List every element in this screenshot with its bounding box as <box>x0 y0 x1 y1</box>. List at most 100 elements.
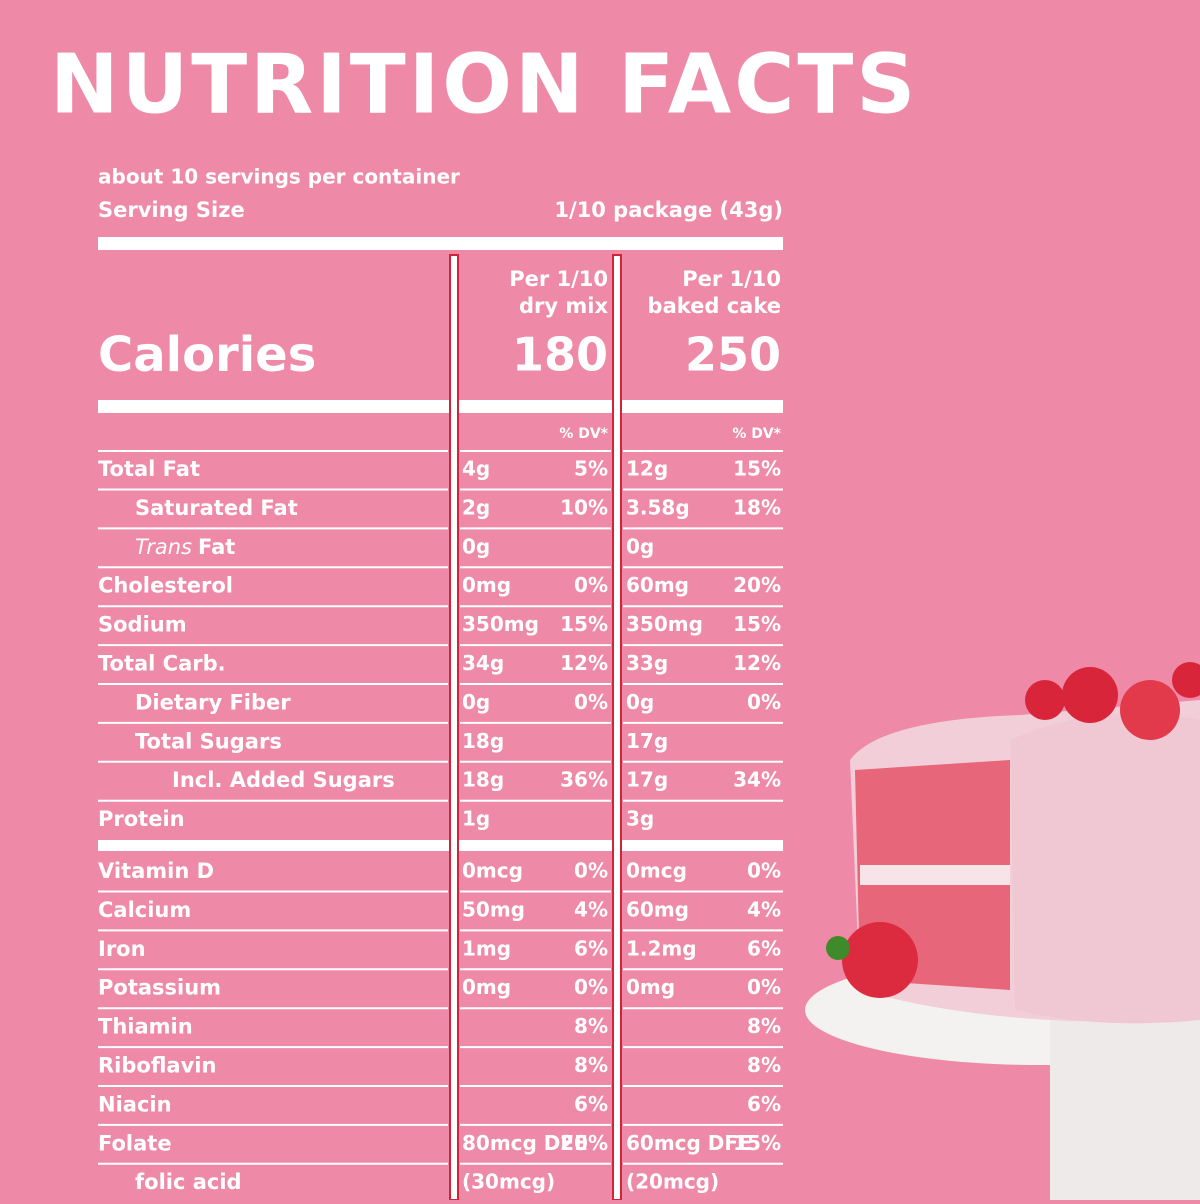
daily-value: 0% <box>574 975 608 999</box>
amount: 1mg <box>462 936 511 960</box>
row-label: Total Carb. <box>98 652 226 676</box>
amount: 0g <box>626 534 654 558</box>
title: NUTRITION FACTS <box>50 37 918 132</box>
daily-value: 12% <box>733 651 781 675</box>
row-label: Vitamin D <box>98 859 214 883</box>
amount: 12g <box>626 457 668 481</box>
thick-rule <box>98 237 783 250</box>
amount: 0mg <box>462 975 511 999</box>
row-label: Folate <box>98 1131 172 1155</box>
daily-value: 0% <box>574 859 608 883</box>
row-label: Potassium <box>98 976 221 1000</box>
column-heading: dry mix <box>519 294 608 318</box>
amount: 17g <box>626 768 668 792</box>
cake-illustration <box>805 662 1200 1200</box>
serving-size-label: Serving Size <box>98 198 245 222</box>
daily-value: 8% <box>574 1053 608 1077</box>
amount: 3g <box>626 807 654 831</box>
amount: 3.58g <box>626 495 690 519</box>
daily-value: 0% <box>747 690 781 714</box>
row-label: Riboflavin <box>98 1054 216 1078</box>
row-label: Incl. Added Sugars <box>172 768 395 792</box>
row-label: Calcium <box>98 898 191 922</box>
daily-value: 8% <box>747 1053 781 1077</box>
daily-value: 6% <box>747 1092 781 1116</box>
calories-label: Calories <box>98 327 316 383</box>
daily-value: 8% <box>747 1014 781 1038</box>
amount: 0mg <box>626 975 675 999</box>
amount: 33g <box>626 651 668 675</box>
daily-value: 20% <box>733 573 781 597</box>
row-label-em: Trans <box>135 535 192 559</box>
amount: 60mg <box>626 897 689 921</box>
daily-value: 36% <box>560 768 608 792</box>
dv-heading: % DV* <box>559 426 608 442</box>
daily-value: 18% <box>733 495 781 519</box>
amount: 60mg <box>626 573 689 597</box>
daily-value: 0% <box>574 573 608 597</box>
daily-value: 15% <box>733 457 781 481</box>
daily-value: 4% <box>574 897 608 921</box>
amount: 50mg <box>462 897 525 921</box>
calories-value: 180 <box>512 328 608 382</box>
row-label: Iron <box>98 937 146 961</box>
amount: 18g <box>462 768 504 792</box>
amount: 18g <box>462 729 504 753</box>
column-heading: Per 1/10 <box>509 267 608 291</box>
row-label: Total Sugars <box>135 729 282 753</box>
amount: 0mg <box>462 573 511 597</box>
amount: 4g <box>462 457 490 481</box>
amount: 350mg <box>462 612 539 636</box>
amount: 2g <box>462 495 490 519</box>
column-divider <box>612 254 622 1201</box>
daily-value: 6% <box>747 936 781 960</box>
daily-value: 4% <box>747 897 781 921</box>
row-label: Total Fat <box>98 457 200 481</box>
thick-rule <box>98 400 783 413</box>
amount: 350mg <box>626 612 703 636</box>
daily-value: 8% <box>574 1014 608 1038</box>
row-label: Cholesterol <box>98 574 233 598</box>
amount: 1g <box>462 807 490 831</box>
column-heading: baked cake <box>648 294 781 318</box>
amount: (20mcg) <box>626 1170 719 1194</box>
daily-value: 34% <box>733 768 781 792</box>
daily-value: 15% <box>560 612 608 636</box>
amount: 34g <box>462 651 504 675</box>
amount: 0g <box>462 534 490 558</box>
daily-value: 15% <box>733 1131 781 1155</box>
amount: 1.2mg <box>626 936 697 960</box>
daily-value: 6% <box>574 1092 608 1116</box>
amount: (30mcg) <box>462 1170 555 1194</box>
daily-value: 12% <box>560 651 608 675</box>
amount: 0g <box>462 690 490 714</box>
row-label-text: Fat <box>198 535 235 559</box>
amount: 60mcg DFE <box>626 1131 752 1155</box>
daily-value: 6% <box>574 936 608 960</box>
daily-value: 0% <box>747 975 781 999</box>
amount: 17g <box>626 729 668 753</box>
row-label: folic acid <box>135 1170 242 1194</box>
amount: 0mcg <box>626 859 687 883</box>
daily-value: 5% <box>574 457 608 481</box>
serving-size: 1/10 package (43g) <box>554 198 783 222</box>
row-label: Trans Fat <box>135 535 235 559</box>
daily-value: 20% <box>560 1131 608 1155</box>
calories-value: 250 <box>685 328 781 382</box>
row-label: Protein <box>98 807 185 831</box>
daily-value: 10% <box>560 495 608 519</box>
column-divider <box>449 254 459 1201</box>
amount: 0mcg <box>462 859 523 883</box>
row-label: Niacin <box>98 1092 172 1116</box>
amount: 0g <box>626 690 654 714</box>
row-label: Sodium <box>98 613 187 637</box>
amount: 80mcg DFE <box>462 1131 588 1155</box>
daily-value: 0% <box>574 690 608 714</box>
daily-value: 15% <box>733 612 781 636</box>
row-label: Saturated Fat <box>135 496 298 520</box>
column-heading: Per 1/10 <box>682 267 781 291</box>
servings: about 10 servings per container <box>98 165 460 189</box>
thick-rule <box>98 840 783 851</box>
